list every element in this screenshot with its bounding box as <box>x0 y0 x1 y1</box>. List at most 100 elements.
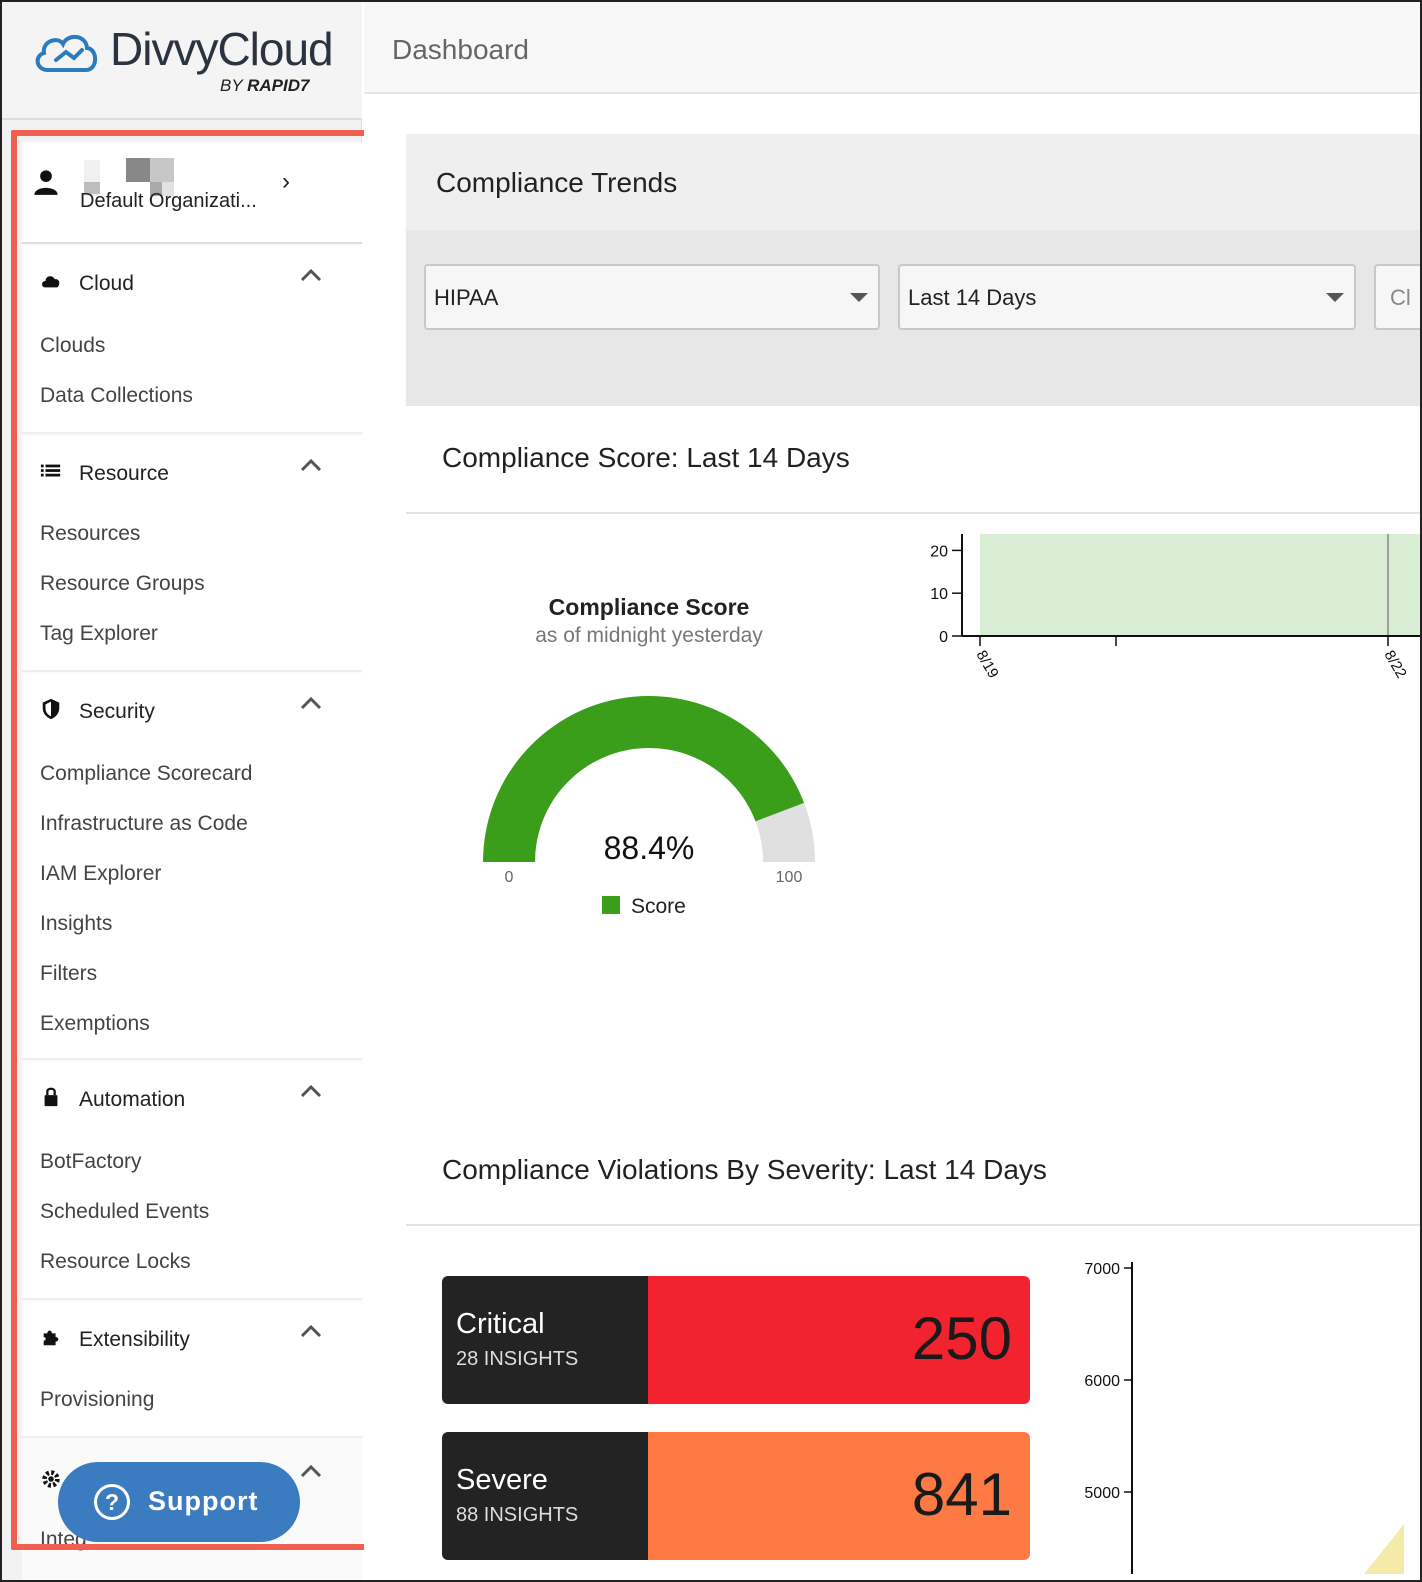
nav-section-title: Security <box>79 700 155 723</box>
support-label: Support <box>148 1486 259 1516</box>
compliance-area-chart: 01020304050607080901008/198/22 <box>930 534 1420 682</box>
user-icon <box>34 170 58 195</box>
sidebar-item-resource-groups[interactable]: Resource Groups <box>40 572 205 595</box>
sidebar-item-data-collections[interactable]: Data Collections <box>40 384 193 407</box>
divider <box>406 512 1420 514</box>
chevron-up-icon[interactable] <box>300 458 322 472</box>
y-tick-label: 20 <box>930 543 948 560</box>
sidebar-item-infrastructure-as-code[interactable]: Infrastructure as Code <box>40 812 248 835</box>
sidebar-item-scheduled-events[interactable]: Scheduled Events <box>40 1200 210 1223</box>
redacted-username-part <box>150 182 162 196</box>
severity-value-block: 841 <box>648 1432 1030 1560</box>
page-title: Dashboard <box>392 34 529 65</box>
severity-card-critical[interactable]: Critical 28 INSIGHTS 250 <box>442 1276 1030 1404</box>
sidebar-item-tag-explorer[interactable]: Tag Explorer <box>40 622 158 645</box>
third-filter-value: Cl <box>1390 285 1411 310</box>
gauge-min-label: 0 <box>505 869 514 886</box>
gear-icon <box>42 1470 60 1488</box>
chevron-up-icon[interactable] <box>300 696 322 710</box>
y-tick-label: 7000 <box>1084 1261 1120 1278</box>
redacted-username <box>126 158 150 182</box>
third-filter-select[interactable]: Cl <box>1374 264 1420 330</box>
severity-value: 841 <box>911 1461 1012 1528</box>
legend-label: Score <box>631 895 686 918</box>
filter-bar: HIPAA Last 14 Days Cl <box>406 230 1420 406</box>
user-org-switcher[interactable]: Default Organizati... › <box>22 142 362 244</box>
caret-down-icon <box>850 293 868 302</box>
sidebar-item-exemptions[interactable]: Exemptions <box>40 1012 150 1035</box>
puzzle-icon <box>43 1330 59 1346</box>
list-icon <box>40 464 61 477</box>
severity-insights: 28 INSIGHTS <box>456 1348 579 1370</box>
sidebar-item-clouds[interactable]: Clouds <box>40 334 106 357</box>
sidebar: DivvyCloud BY RAPID7 Default Organizati.… <box>2 2 401 1580</box>
y-tick-label: 6000 <box>1084 1373 1120 1390</box>
caret-down-icon <box>1326 293 1344 302</box>
sidebar-item-insights[interactable]: Insights <box>40 912 113 935</box>
help-icon: ? <box>94 1484 130 1520</box>
nav-menu: Default Organizati... › Cloud Clouds Dat… <box>22 142 362 1580</box>
sidebar-item-resources[interactable]: Resources <box>40 522 141 545</box>
nav-section-header-security[interactable]: Security <box>22 674 362 748</box>
severity-name: Severe <box>456 1464 548 1496</box>
compliance-trends-header: Compliance Trends <box>406 134 1420 230</box>
bar-segment <box>1364 1524 1404 1574</box>
sidebar-item-filters[interactable]: Filters <box>40 962 98 985</box>
nav-section-resource: Resource Resources Resource Groups Tag E… <box>22 436 362 672</box>
severity-card-label-block: Critical 28 INSIGHTS <box>442 1276 648 1404</box>
area-fill <box>980 534 1420 636</box>
nav-section-title: Resource <box>79 462 169 485</box>
violations-bar-chart: 5000 6000 7000 <box>1084 1261 1404 1574</box>
date-range-select[interactable]: Last 14 Days <box>898 264 1356 330</box>
support-button[interactable]: ? Support <box>58 1462 300 1542</box>
gauge-title: Compliance Score <box>548 594 750 620</box>
nav-section-header-cloud[interactable]: Cloud <box>22 246 362 320</box>
brand-rapid: RAPID7 <box>247 76 310 95</box>
x-tick-label: 8/22 <box>1381 648 1410 682</box>
shield-icon <box>42 698 60 720</box>
severity-card-label-block: Severe 88 INSIGHTS <box>442 1432 648 1560</box>
cloud-icon <box>42 276 60 288</box>
nav-section-header-automation[interactable]: Automation <box>22 1062 362 1136</box>
brand-sub: BY RAPID7 <box>220 76 309 96</box>
nav-section-header-extensibility[interactable]: Extensibility <box>22 1302 362 1376</box>
y-tick-label: 10 <box>930 586 948 603</box>
redacted-avatar-part <box>84 182 100 194</box>
sidebar-item-provisioning[interactable]: Provisioning <box>40 1388 155 1411</box>
top-bar: Dashboard <box>364 2 1420 94</box>
sidebar-item-botfactory[interactable]: BotFactory <box>40 1150 142 1173</box>
sidebar-item-iam-explorer[interactable]: IAM Explorer <box>40 862 162 885</box>
chevron-up-icon[interactable] <box>300 1464 322 1478</box>
main-content: Compliance Trends HIPAA Last 14 Days Cl … <box>364 94 1420 1580</box>
nav-section-title: Extensibility <box>79 1328 190 1351</box>
severity-insights: 88 INSIGHTS <box>456 1504 579 1526</box>
gauge-subtitle: as of midnight yesterday <box>535 624 763 647</box>
redacted-username-part <box>150 158 174 182</box>
compliance-gauge: 88.4% 0 100 Score <box>483 696 815 918</box>
divvycloud-logo-icon <box>35 35 98 72</box>
chevron-up-icon[interactable] <box>300 1324 322 1338</box>
severity-value-block: 250 <box>648 1276 1030 1404</box>
lock-icon <box>44 1087 58 1107</box>
chevron-up-icon[interactable] <box>300 268 322 282</box>
severity-value: 250 <box>911 1305 1012 1372</box>
compliance-pack-select[interactable]: HIPAA <box>424 264 880 330</box>
chevron-right-icon[interactable]: › <box>282 168 290 195</box>
gauge-value: 88.4% <box>604 830 695 866</box>
score-section-title: Compliance Score: Last 14 Days <box>442 442 850 473</box>
gauge-max-label: 100 <box>776 869 803 886</box>
severity-card-severe[interactable]: Severe 88 INSIGHTS 841 <box>442 1432 1030 1560</box>
sidebar-item-compliance-scorecard[interactable]: Compliance Scorecard <box>40 762 253 785</box>
nav-section-security: Security Compliance Scorecard Infrastruc… <box>22 674 362 1060</box>
sidebar-item-resource-locks[interactable]: Resource Locks <box>40 1250 191 1273</box>
nav-section-title: Automation <box>79 1088 186 1111</box>
nav-section-header-resource[interactable]: Resource <box>22 436 362 510</box>
nav-section-extensibility: Extensibility Provisioning <box>22 1302 362 1438</box>
gauge-track <box>755 802 815 862</box>
logo[interactable]: DivvyCloud BY RAPID7 <box>2 2 362 120</box>
y-tick-label: 0 <box>939 629 948 646</box>
divider <box>406 1224 1420 1226</box>
chevron-up-icon[interactable] <box>300 1084 322 1098</box>
nav-section-cloud: Cloud Clouds Data Collections <box>22 246 362 434</box>
